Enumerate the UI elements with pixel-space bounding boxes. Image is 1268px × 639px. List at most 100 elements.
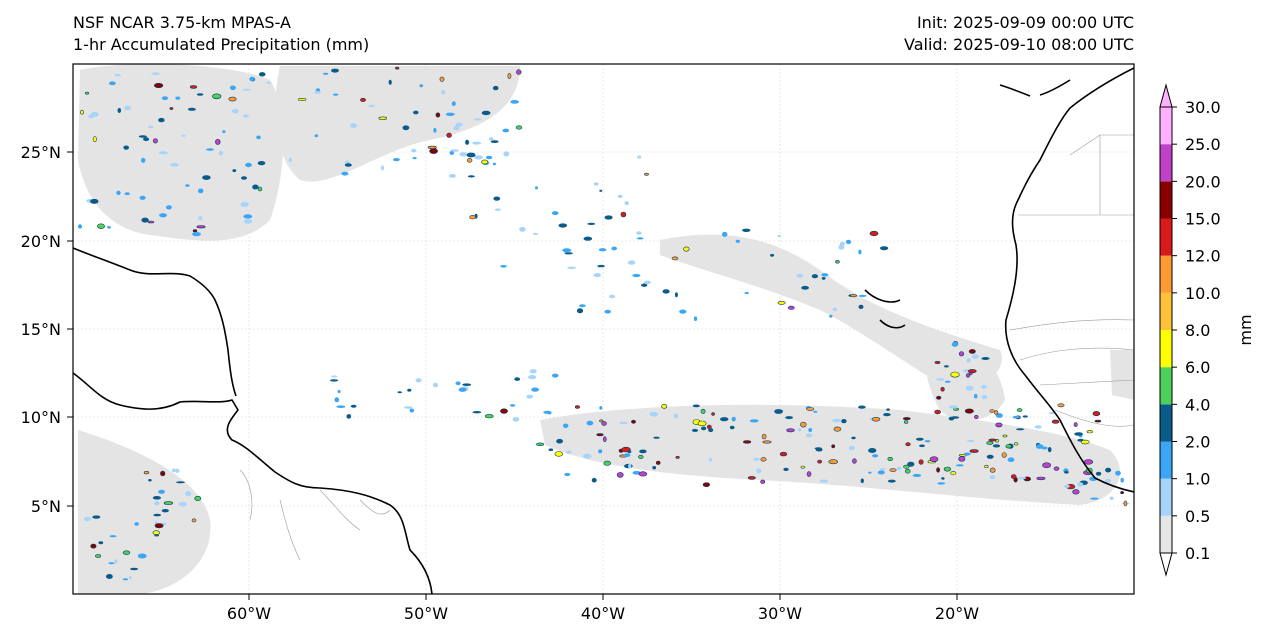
- precip-cells: [77, 66, 1130, 581]
- precip-cell: [777, 234, 782, 238]
- precip-cell: [153, 513, 161, 517]
- precip-cell: [1072, 489, 1080, 495]
- precip-cell: [462, 383, 472, 387]
- precip-cell: [1013, 442, 1019, 446]
- coastline-canary-islands: [999, 79, 1071, 97]
- precip-cell: [350, 404, 357, 408]
- precip-cell: [266, 81, 272, 84]
- precip-cell: [529, 369, 537, 374]
- precip-cell: [528, 375, 537, 380]
- precip-cell: [971, 354, 980, 359]
- colorbar-tick-label: 0.1: [1185, 544, 1210, 563]
- precip-cell: [151, 72, 160, 75]
- precip-cell: [941, 477, 945, 480]
- precip-cell: [1035, 444, 1044, 449]
- precip-cell: [139, 195, 146, 200]
- precip-cell: [599, 406, 603, 410]
- precip-cell: [257, 186, 263, 192]
- precip-cell: [556, 438, 563, 444]
- precip-cell: [331, 375, 338, 378]
- precip-cell: [232, 169, 237, 173]
- precip-cell: [958, 456, 966, 462]
- colorbar-tick-label: 20.0: [1185, 172, 1221, 191]
- precip-cell: [242, 88, 251, 91]
- precip-cell: [958, 351, 965, 357]
- precip-cell: [735, 239, 740, 243]
- precip-cell: [604, 215, 613, 220]
- precip-cell: [1074, 432, 1083, 436]
- precip-cell: [465, 139, 470, 145]
- precip-cell: [817, 459, 822, 464]
- precip-cell: [905, 442, 911, 447]
- precip-cell: [206, 148, 214, 151]
- precip-cell: [981, 384, 987, 389]
- precip-cell: [593, 273, 601, 278]
- lat-tick-label: 25°N: [21, 143, 61, 162]
- precip-cell: [1083, 459, 1094, 465]
- precip-cell: [801, 285, 809, 290]
- precip-cell: [360, 97, 366, 102]
- precip-cell: [760, 479, 766, 484]
- precip-cell: [955, 464, 964, 467]
- precip-cell: [381, 165, 384, 171]
- precip-cell: [742, 228, 751, 232]
- precip-cell: [821, 273, 829, 277]
- precip-cell: [249, 76, 255, 82]
- precip-cell: [154, 501, 160, 506]
- precip-cell: [602, 436, 607, 442]
- precip-cell: [720, 417, 729, 422]
- precip-cell: [130, 567, 139, 571]
- precip-cell: [965, 385, 974, 391]
- precip-cell: [673, 413, 678, 419]
- precip-cell: [467, 175, 475, 178]
- precip-cell: [936, 378, 945, 381]
- precip-cell: [785, 416, 793, 420]
- precip-cell: [336, 405, 346, 409]
- precip-cell: [1092, 411, 1101, 417]
- precip-cell: [516, 69, 522, 75]
- precip-cell: [800, 421, 807, 428]
- precip-cell: [128, 576, 132, 579]
- precip-cell: [466, 152, 476, 158]
- precip-cell: [583, 453, 592, 459]
- precip-cell: [466, 158, 473, 163]
- precip-cell: [796, 273, 804, 278]
- precip-cell: [858, 304, 864, 309]
- precip-cell: [624, 201, 629, 206]
- precip-cell: [729, 425, 735, 430]
- precip-cell: [989, 475, 996, 480]
- coastline-caribbean-arc: [73, 247, 237, 397]
- precip-cell: [833, 426, 842, 432]
- colorbar-extend-max: [1159, 83, 1173, 108]
- precip-cell: [1051, 419, 1060, 424]
- precip-cell: [397, 391, 402, 394]
- precip-cell: [597, 264, 605, 268]
- precip-cell: [774, 409, 783, 414]
- colorbar-block: [1160, 255, 1172, 293]
- precip-cell: [829, 314, 833, 318]
- lat-tick-label: 15°N: [21, 320, 61, 339]
- precip-cell: [241, 176, 247, 180]
- precip-cell: [163, 501, 173, 505]
- precip-cell: [502, 128, 510, 133]
- lat-axis: 25°N 20°N 15°N 10°N 5°N: [21, 143, 73, 516]
- precip-cell: [344, 163, 352, 167]
- precip-cell: [564, 472, 571, 477]
- precip-cell: [860, 478, 864, 484]
- precip-cell: [604, 309, 611, 314]
- precip-cell: [628, 463, 632, 469]
- precip-cell: [114, 559, 118, 564]
- precip-cell: [828, 459, 839, 465]
- precip-cell: [1086, 430, 1094, 434]
- precip-cell: [965, 373, 971, 378]
- precip-cell: [330, 379, 339, 382]
- precip-cell: [944, 380, 951, 383]
- precip-cell: [532, 232, 539, 235]
- precip-cell: [159, 213, 167, 218]
- border: [1018, 134, 1134, 216]
- precip-cell: [886, 408, 890, 411]
- precip-cell: [858, 249, 862, 255]
- precip-cell: [92, 136, 97, 143]
- precip-cell: [243, 214, 253, 219]
- precip-cell: [989, 467, 996, 473]
